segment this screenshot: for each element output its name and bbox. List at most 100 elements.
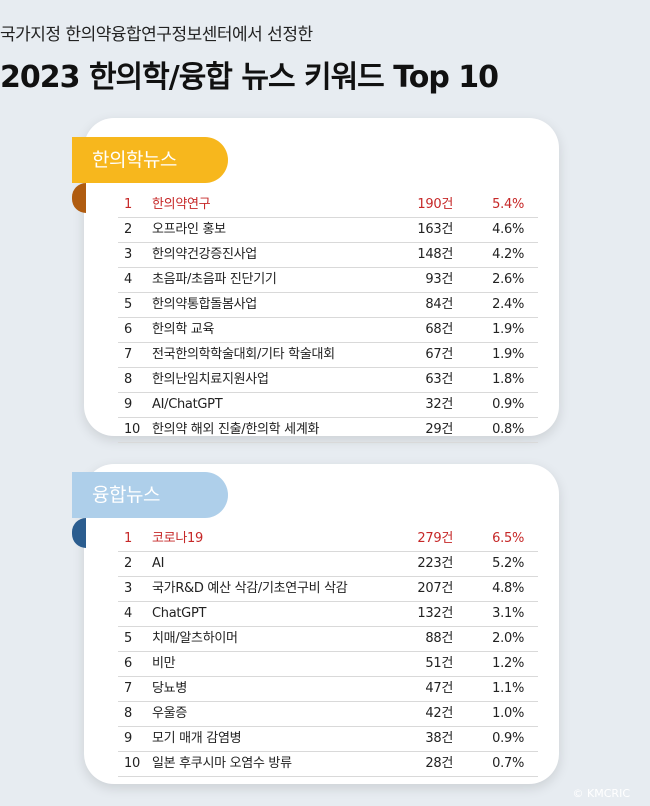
percentage: 1.8%	[492, 372, 524, 387]
keyword: AI	[152, 556, 165, 571]
list-item: 5 한의약통합돌봄사업 84건 2.4%	[118, 293, 538, 318]
list-item: 8 한의난임치료지원사업 63건 1.8%	[118, 368, 538, 393]
keyword: ChatGPT	[152, 606, 207, 621]
rank-number: 3	[124, 247, 132, 262]
list-item: 6 한의학 교육 68건 1.9%	[118, 318, 538, 343]
rank-number: 9	[124, 397, 132, 412]
page-title: 2023 한의학/융합 뉴스 키워드 Top 10	[0, 60, 499, 95]
keyword: 국가R&D 예산 삭감/기초연구비 삭감	[152, 581, 348, 596]
count: 47건	[425, 681, 453, 696]
count: 63건	[425, 372, 453, 387]
rank-number: 3	[124, 581, 132, 596]
convergence-keyword-list: 1 코로나19 279건 6.5% 2 AI 223건 5.2% 3 국가R&D 예산 삭감/기초…	[118, 527, 538, 777]
list-item: 9 AI/ChatGPT 32건 0.9%	[118, 393, 538, 418]
list-item: 7 전국한의학학술대회/기타 학술대회 67건 1.9%	[118, 343, 538, 368]
keyword: 치매/알츠하이머	[152, 631, 238, 646]
list-item: 10 일본 후쿠시마 오염수 방류 28건 0.7%	[118, 752, 538, 777]
percentage: 1.1%	[492, 681, 524, 696]
rank-number: 7	[124, 347, 132, 362]
list-item: 1 한의약연구 190건 5.4%	[118, 193, 538, 218]
count: 32건	[425, 397, 453, 412]
percentage: 6.5%	[492, 531, 524, 546]
percentage: 4.8%	[492, 581, 524, 596]
rank-number: 4	[124, 272, 132, 287]
keyword: 비만	[152, 656, 176, 671]
rank-number: 2	[124, 556, 132, 571]
rank-number: 10	[124, 756, 140, 771]
list-item: 4 ChatGPT 132건 3.1%	[118, 602, 538, 627]
keyword: 일본 후쿠시마 오염수 방류	[152, 756, 292, 771]
count: 29건	[425, 422, 453, 437]
list-item: 10 한의약 해외 진출/한의학 세계화 29건 0.8%	[118, 418, 538, 443]
count: 68건	[425, 322, 453, 337]
count: 148건	[417, 247, 453, 262]
list-item: 3 한의약건강증진사업 148건 4.2%	[118, 243, 538, 268]
list-item: 6 비만 51건 1.2%	[118, 652, 538, 677]
section-ribbon-korean-medicine: 한의학뉴스	[72, 137, 228, 183]
percentage: 1.9%	[492, 322, 524, 337]
rank-number: 1	[124, 197, 132, 212]
subtitle: 국가지정 한의약융합연구정보센터에서 선정한	[0, 25, 313, 45]
keyword: 오프라인 홍보	[152, 222, 226, 237]
rank-number: 9	[124, 731, 132, 746]
list-item: 5 치매/알츠하이머 88건 2.0%	[118, 627, 538, 652]
list-item: 1 코로나19 279건 6.5%	[118, 527, 538, 552]
count: 51건	[425, 656, 453, 671]
rank-number: 8	[124, 706, 132, 721]
percentage: 1.2%	[492, 656, 524, 671]
list-item: 2 오프라인 홍보 163건 4.6%	[118, 218, 538, 243]
section-ribbon-convergence: 융합뉴스	[72, 472, 228, 518]
keyword: 우울증	[152, 706, 187, 721]
percentage: 4.6%	[492, 222, 524, 237]
percentage: 5.4%	[492, 197, 524, 212]
percentage: 5.2%	[492, 556, 524, 571]
count: 93건	[425, 272, 453, 287]
ribbon-fold	[72, 183, 86, 213]
count: 207건	[417, 581, 453, 596]
rank-number: 7	[124, 681, 132, 696]
list-item: 8 우울증 42건 1.0%	[118, 702, 538, 727]
rank-number: 4	[124, 606, 132, 621]
keyword: 한의약통합돌봄사업	[152, 297, 257, 312]
percentage: 0.9%	[492, 397, 524, 412]
copyright: © KMCRIC	[572, 787, 630, 800]
rank-number: 6	[124, 322, 132, 337]
count: 84건	[425, 297, 453, 312]
count: 132건	[417, 606, 453, 621]
keyword: 한의약 해외 진출/한의학 세계화	[152, 422, 320, 437]
rank-number: 5	[124, 631, 132, 646]
rank-number: 6	[124, 656, 132, 671]
rank-number: 1	[124, 531, 132, 546]
keyword: 당뇨병	[152, 681, 187, 696]
keyword: 모기 매개 감염병	[152, 731, 242, 746]
percentage: 2.6%	[492, 272, 524, 287]
count: 279건	[417, 531, 453, 546]
keyword: 한의학 교육	[152, 322, 215, 337]
list-item: 9 모기 매개 감염병 38건 0.9%	[118, 727, 538, 752]
rank-number: 5	[124, 297, 132, 312]
keyword: 한의약건강증진사업	[152, 247, 257, 262]
percentage: 2.4%	[492, 297, 524, 312]
count: 28건	[425, 756, 453, 771]
percentage: 0.7%	[492, 756, 524, 771]
count: 223건	[417, 556, 453, 571]
count: 88건	[425, 631, 453, 646]
list-item: 4 초음파/초음파 진단기기 93건 2.6%	[118, 268, 538, 293]
rank-number: 2	[124, 222, 132, 237]
rank-number: 8	[124, 372, 132, 387]
keyword: 코로나19	[152, 531, 203, 546]
percentage: 1.9%	[492, 347, 524, 362]
percentage: 0.9%	[492, 731, 524, 746]
count: 67건	[425, 347, 453, 362]
keyword: 한의약연구	[152, 197, 211, 212]
list-item: 2 AI 223건 5.2%	[118, 552, 538, 577]
keyword: 전국한의학학술대회/기타 학술대회	[152, 347, 335, 362]
list-item: 7 당뇨병 47건 1.1%	[118, 677, 538, 702]
percentage: 4.2%	[492, 247, 524, 262]
count: 190건	[417, 197, 453, 212]
percentage: 2.0%	[492, 631, 524, 646]
count: 163건	[417, 222, 453, 237]
keyword: AI/ChatGPT	[152, 397, 223, 412]
keyword: 한의난임치료지원사업	[152, 372, 269, 387]
count: 42건	[425, 706, 453, 721]
